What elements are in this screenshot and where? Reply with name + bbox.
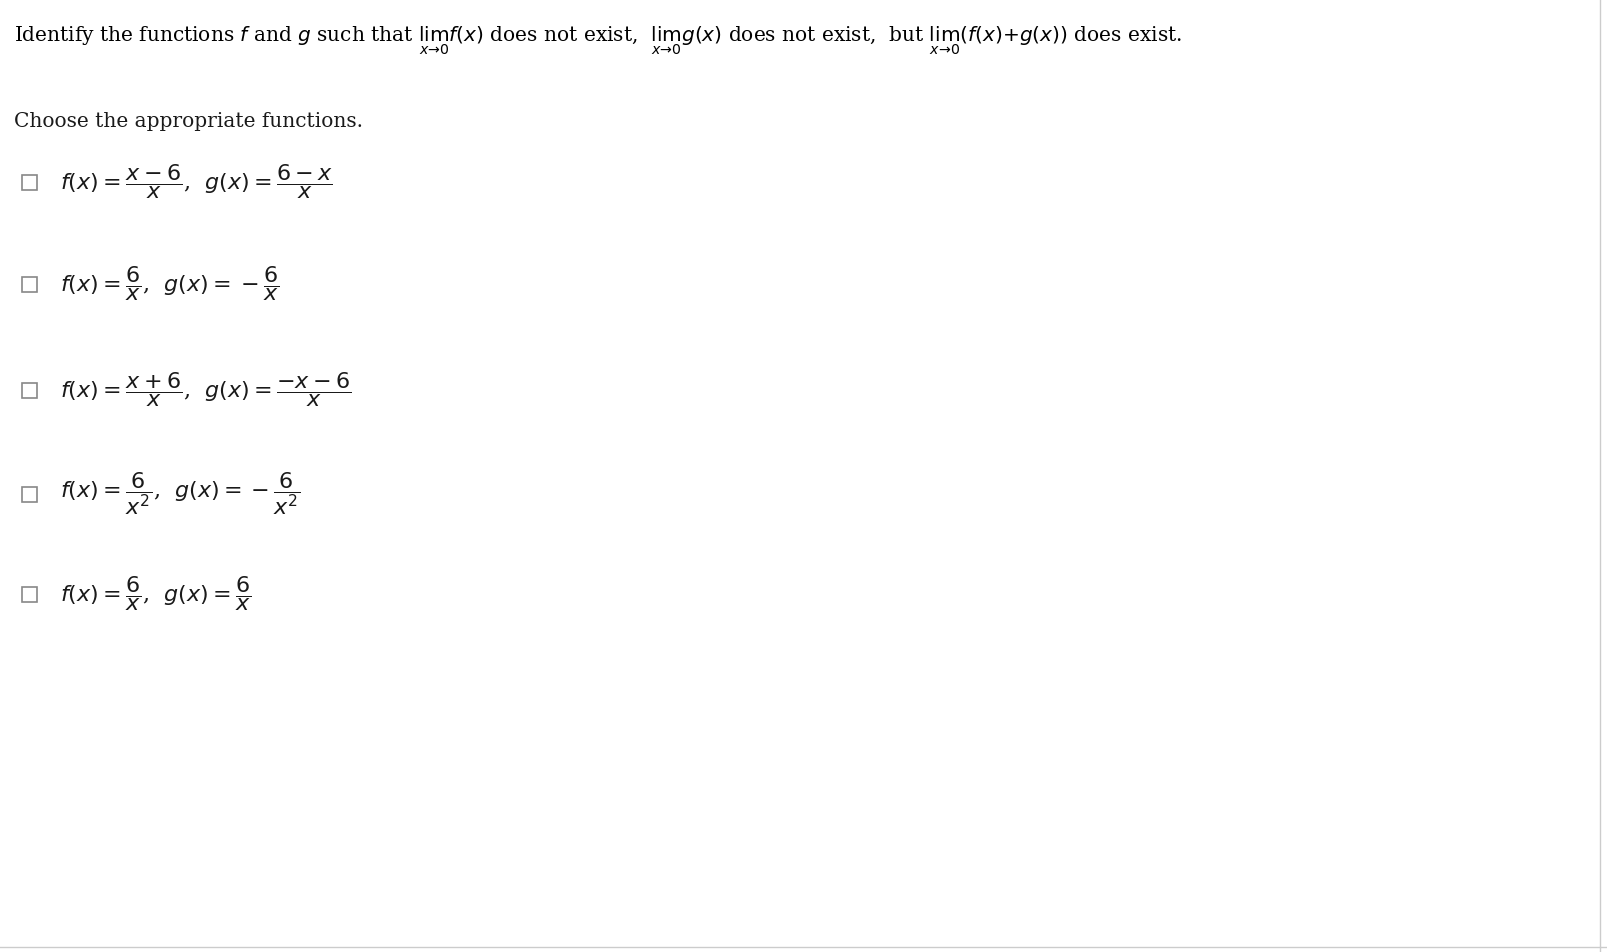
Text: $f(x) = \dfrac{x - 6}{x}$,  $g(x) = \dfrac{6 - x}{x}$: $f(x) = \dfrac{x - 6}{x}$, $g(x) = \dfra… xyxy=(59,163,333,202)
FancyBboxPatch shape xyxy=(22,174,37,189)
FancyBboxPatch shape xyxy=(22,276,37,291)
FancyBboxPatch shape xyxy=(22,586,37,602)
Text: $f(x) = \dfrac{6}{x^2}$,  $g(x) = -\dfrac{6}{x^2}$: $f(x) = \dfrac{6}{x^2}$, $g(x) = -\dfrac… xyxy=(59,470,301,517)
FancyBboxPatch shape xyxy=(22,383,37,398)
Text: $f(x) = \dfrac{6}{x}$,  $g(x) = \dfrac{6}{x}$: $f(x) = \dfrac{6}{x}$, $g(x) = \dfrac{6}… xyxy=(59,574,252,613)
Text: Choose the appropriate functions.: Choose the appropriate functions. xyxy=(14,112,363,131)
Text: $f(x) = \dfrac{6}{x}$,  $g(x) = -\dfrac{6}{x}$: $f(x) = \dfrac{6}{x}$, $g(x) = -\dfrac{6… xyxy=(59,265,280,304)
Text: $f(x) = \dfrac{x + 6}{x}$,  $g(x) = \dfrac{-x - 6}{x}$: $f(x) = \dfrac{x + 6}{x}$, $g(x) = \dfra… xyxy=(59,370,352,409)
Text: Identify the functions $\mathit{f}$ and $g$ such that $\lim_{x\to 0} f(x)$ does : Identify the functions $\mathit{f}$ and … xyxy=(14,24,1181,56)
FancyBboxPatch shape xyxy=(22,486,37,502)
